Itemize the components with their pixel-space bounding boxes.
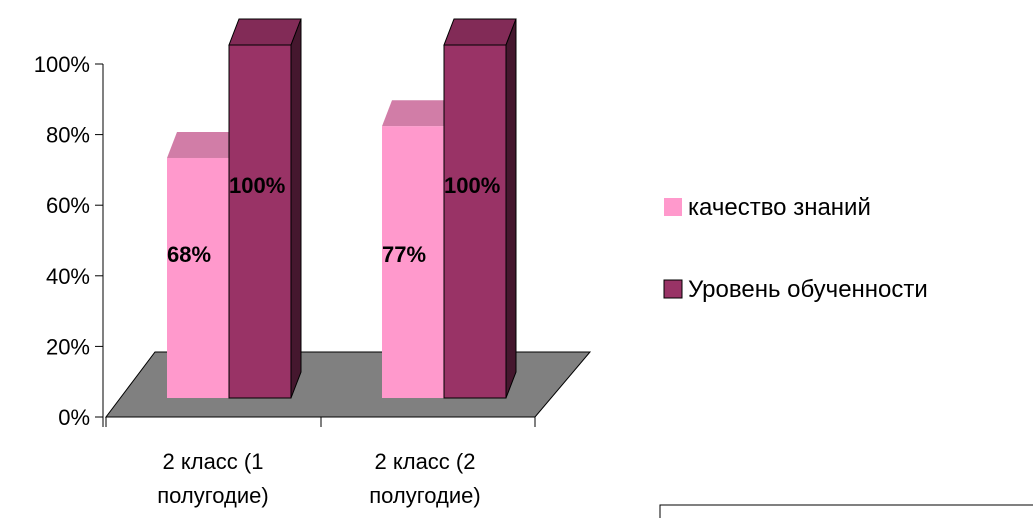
data-label: 68% <box>167 242 211 267</box>
x-tick-label: 2 класс (2 полугодие) <box>369 449 480 508</box>
bar-top <box>167 131 239 158</box>
bar <box>228 44 292 399</box>
y-tick-labels: 0% 20% 40% 60% 80% 100% <box>34 52 90 430</box>
bar-top <box>443 18 517 46</box>
data-label: 100% <box>444 173 500 198</box>
legend-entry: качество знаний <box>688 194 871 221</box>
x-tick-label: 2 класс (1 полугодие) <box>157 449 268 508</box>
legend-swatch <box>663 279 683 299</box>
bar-top <box>382 100 454 127</box>
legend-entry: Уровень обученности <box>688 276 928 303</box>
y-tick-label: 100% <box>34 52 90 77</box>
data-label: 100% <box>229 173 285 198</box>
bar <box>443 44 507 399</box>
bars <box>167 18 517 399</box>
bar <box>167 157 229 398</box>
y-tick-label: 20% <box>46 334 90 359</box>
bar <box>382 126 444 398</box>
y-tick-label: 40% <box>46 264 90 289</box>
data-label: 77% <box>382 242 426 267</box>
y-tick-label: 60% <box>46 193 90 218</box>
y-tick-label: 80% <box>46 123 90 148</box>
legend: качество знаний Уровень обученности <box>663 194 928 303</box>
y-tick-label: 0% <box>58 405 90 430</box>
bar-side <box>290 18 302 399</box>
y-axis <box>95 63 536 427</box>
bar-top <box>228 18 302 46</box>
empty-text-box <box>659 504 1033 518</box>
data-labels: 68% 100% 77% 100% <box>167 173 500 267</box>
legend-swatch <box>664 198 682 216</box>
x-tick-labels: 2 класс (1 полугодие) 2 класс (2 полугодие) <box>157 449 480 508</box>
bar-side <box>505 18 517 399</box>
